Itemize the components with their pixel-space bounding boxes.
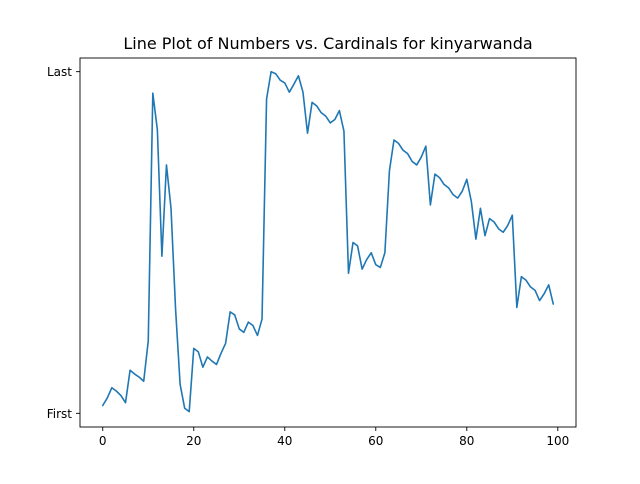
x-tick-label: 60	[368, 434, 383, 448]
x-tick-label: 80	[459, 434, 474, 448]
x-tick-label: 0	[99, 434, 107, 448]
x-tick-label: 20	[186, 434, 201, 448]
y-tick-label: First	[47, 407, 73, 421]
y-tick-label: Last	[47, 65, 72, 79]
x-tick-label: 40	[277, 434, 292, 448]
chart-title: Line Plot of Numbers vs. Cardinals for k…	[123, 34, 532, 53]
plot-area	[101, 70, 555, 413]
x-tick-label: 100	[546, 434, 569, 448]
axes: 0 20 40 60 80 100 First Last	[47, 57, 577, 448]
series-line	[101, 70, 555, 413]
axes-frame	[79, 57, 577, 428]
